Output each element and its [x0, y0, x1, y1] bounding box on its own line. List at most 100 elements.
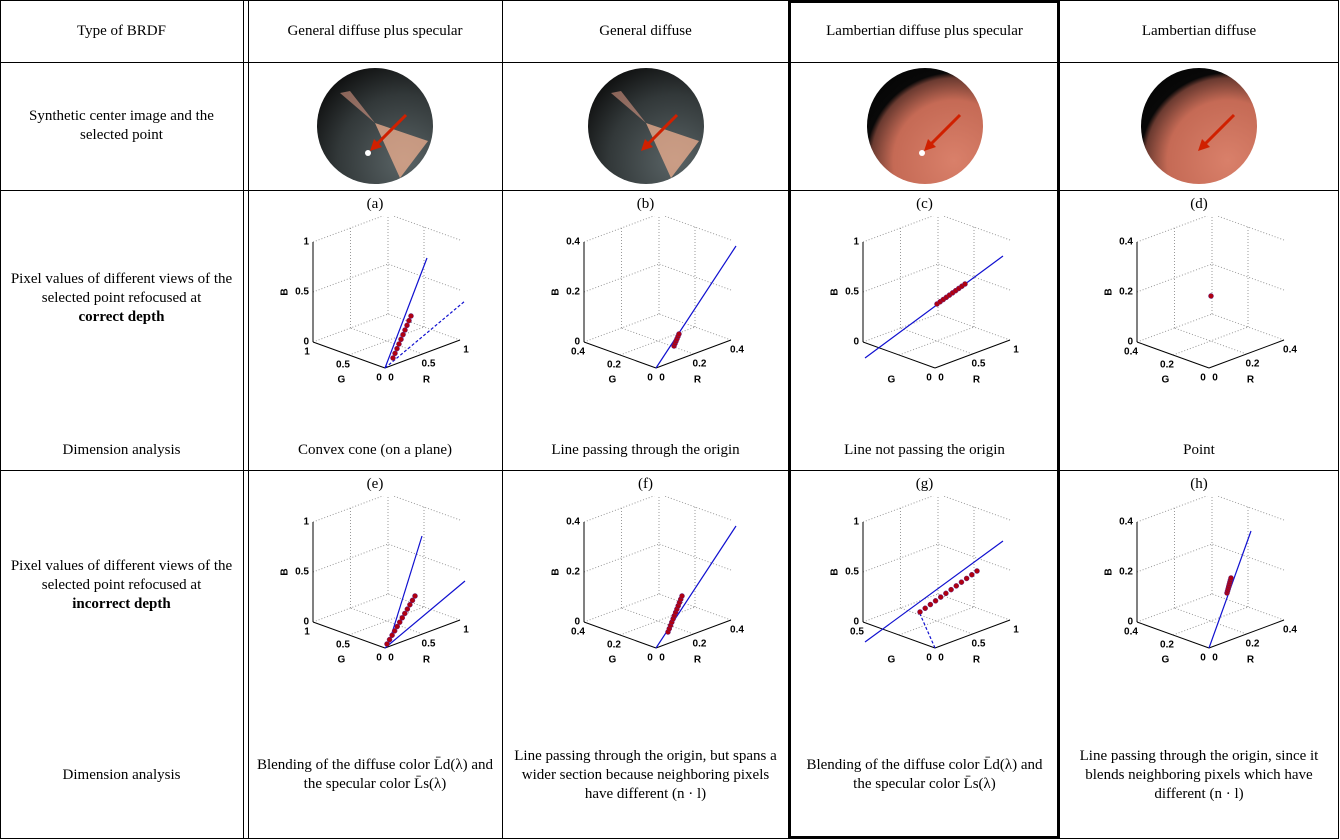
grid-line: [938, 544, 1010, 570]
pixel-sample: [393, 351, 398, 356]
axis-label: B: [550, 568, 561, 575]
tick-label: 0.4: [730, 345, 744, 356]
pixel-sample: [948, 587, 953, 592]
pixel-sample: [399, 337, 404, 342]
grid-line: [659, 544, 731, 570]
analysis: Line passing through the origin, but spa…: [510, 715, 781, 835]
axis-label: G: [338, 374, 346, 385]
tick-label: 0.4: [1124, 627, 1138, 638]
selected-point: [365, 150, 371, 156]
row-label: Synthetic center image and the selected …: [8, 62, 235, 190]
tick-label: 0.5: [295, 567, 309, 578]
analysis: Blending of the diffuse color L̄d(λ) and…: [256, 715, 494, 835]
row-label-text: Pixel values of different views of the s…: [8, 557, 235, 595]
plot: 10.5010.5000.51BGR: [275, 496, 475, 686]
tick-label: 0: [853, 337, 859, 348]
axis-line: [863, 342, 935, 368]
pixel-sample: [958, 580, 963, 585]
tick-label: 0: [376, 373, 382, 384]
pixel-sample: [938, 595, 943, 600]
column-header: General diffuse plus specular: [256, 0, 494, 62]
pixel-sample: [413, 594, 418, 599]
grid-line: [388, 544, 460, 570]
axis-label: R: [423, 375, 431, 386]
sphere: [867, 68, 983, 184]
sphere-image: [581, 63, 711, 189]
tick-label: 0: [938, 373, 944, 384]
pixel-sample: [917, 610, 922, 615]
tick-label: 0.4: [566, 517, 580, 528]
tick-label: 0.4: [1124, 347, 1138, 358]
figure-table: Type of BRDFGeneral diffuse plus specula…: [0, 0, 1340, 840]
rule-thick: [788, 0, 791, 839]
tick-label: 0: [647, 373, 653, 384]
tick-label: 0.5: [971, 359, 985, 370]
rule: [1338, 0, 1339, 839]
tick-label: 0: [659, 373, 665, 384]
axis-label: G: [608, 654, 616, 665]
grid-line: [388, 264, 460, 290]
tick-label: 1: [853, 237, 859, 248]
pixel-sample: [1209, 294, 1214, 299]
tick-label: 0.4: [1119, 237, 1133, 248]
tick-label: 0.5: [971, 639, 985, 650]
plot: 0.40.200.40.2000.20.4BGR: [1099, 216, 1299, 406]
column-header: General diffuse: [510, 0, 781, 62]
sphere-image: [310, 63, 440, 189]
axis-label: B: [280, 288, 291, 295]
tick-label: 0.2: [566, 287, 580, 298]
tick-label: 1: [303, 517, 309, 528]
panel-tag: (e): [345, 476, 405, 493]
rule: [243, 0, 244, 839]
grid-line: [313, 544, 388, 572]
pixel-sample: [403, 328, 408, 333]
tick-label: 0: [926, 653, 932, 664]
selected-point: [919, 150, 925, 156]
grid-line: [863, 544, 938, 572]
rule: [0, 0, 1, 839]
row-label-emphasis: incorrect depth: [72, 595, 170, 614]
axis-label: R: [693, 375, 701, 386]
pixel-sample: [953, 583, 958, 588]
tick-label: 1: [1013, 345, 1019, 356]
axis-label: B: [280, 568, 291, 575]
panel-tag: (h): [1169, 476, 1229, 493]
tick-label: 0: [376, 653, 382, 664]
grid-line: [863, 264, 938, 292]
tick-label: 0: [659, 653, 665, 664]
tick-label: 0.4: [571, 347, 585, 358]
tick-label: 0.2: [1160, 360, 1174, 371]
axis-label: B: [829, 568, 840, 575]
pixel-sample: [405, 323, 410, 328]
tick-label: 0.4: [1283, 625, 1297, 636]
sphere: [1141, 68, 1257, 184]
tick-label: 1: [853, 517, 859, 528]
panel-tag: (a): [345, 196, 405, 213]
analysis: Blending of the diffuse color L̄d(λ) and…: [797, 715, 1052, 835]
axis-label: B: [829, 288, 840, 295]
pixel-sample: [943, 591, 948, 596]
tick-label: 0.2: [1119, 567, 1133, 578]
pixel-sample: [922, 606, 927, 611]
analysis: Line not passing the origin: [797, 425, 1052, 475]
panel-tag: (d): [1169, 196, 1229, 213]
plot: 0.40.200.40.2000.20.4BGR: [546, 496, 746, 686]
tick-label: 0: [1200, 653, 1206, 664]
fit-line: [865, 541, 1003, 642]
tick-label: 0.4: [1119, 517, 1133, 528]
pixel-sample: [933, 598, 938, 603]
plot: 10.500.5000.51BGR: [825, 496, 1025, 686]
grid-line: [1212, 264, 1284, 290]
column-header: Lambertian diffuse: [1068, 0, 1330, 62]
rule: [0, 838, 1339, 839]
axis-label: R: [972, 375, 980, 386]
tick-label: 0.2: [1246, 639, 1260, 650]
fit-line: [865, 256, 1003, 358]
column-header: Lambertian diffuse plus specular: [797, 0, 1052, 62]
axis-label: G: [887, 654, 895, 665]
tick-label: 0.5: [295, 287, 309, 298]
tick-label: 0.5: [336, 360, 350, 371]
axis-label: G: [1162, 654, 1170, 665]
grid-line: [1137, 264, 1212, 292]
panel-tag: (c): [895, 196, 955, 213]
